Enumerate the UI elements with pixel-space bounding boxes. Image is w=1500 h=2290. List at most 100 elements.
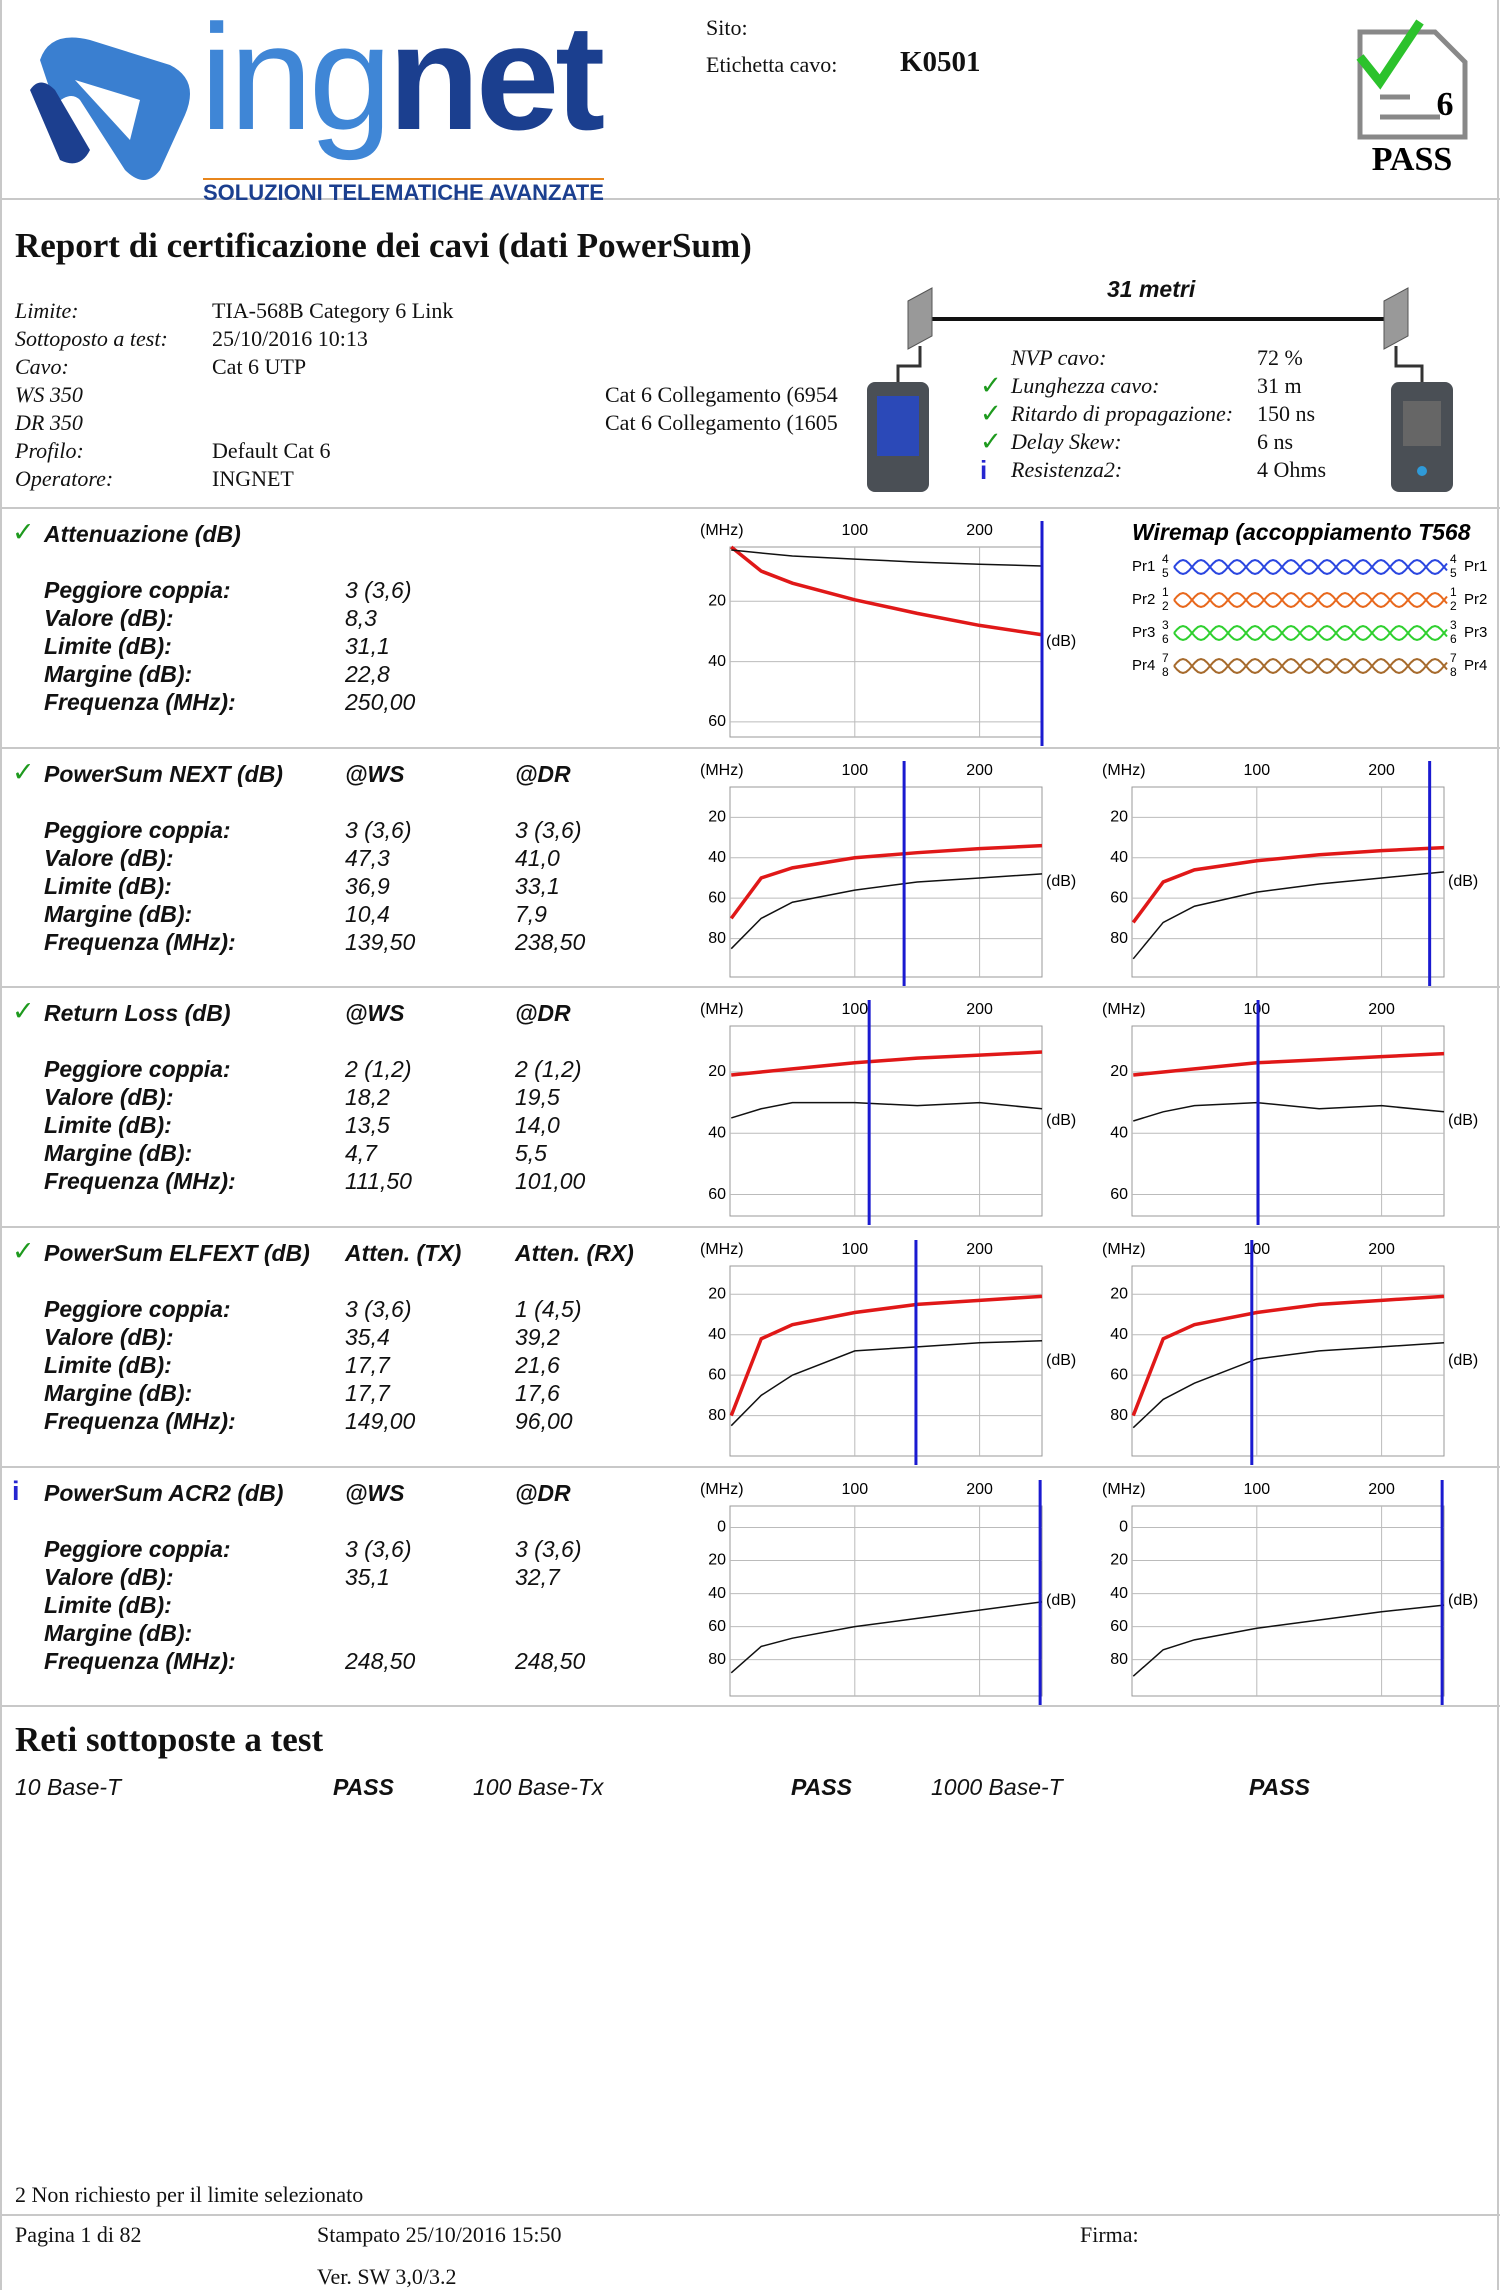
y-axis-unit: (dB) <box>1448 1112 1478 1129</box>
section-title: Attenuazione (dB) <box>44 521 241 547</box>
row-value: 101,00 <box>515 1168 586 1194</box>
column-header: @WS <box>345 1480 405 1506</box>
y-tick-label: 80 <box>1110 930 1128 947</box>
x-axis-unit: (MHz) <box>700 1241 744 1258</box>
y-tick-label: 60 <box>708 889 726 906</box>
site-label: Sito: <box>706 15 748 40</box>
section-title: PowerSum ACR2 (dB) <box>44 1480 284 1506</box>
column-header: Atten. (TX) <box>345 1240 462 1266</box>
row-value: 4,7 <box>345 1140 377 1166</box>
y-tick-label: 60 <box>1110 1366 1128 1383</box>
info-value: INGNET <box>212 466 294 491</box>
pair-name: Pr3 <box>1464 624 1487 641</box>
divider <box>0 747 1500 749</box>
row-value: 13,5 <box>345 1112 390 1138</box>
pin: 3 <box>1162 618 1169 632</box>
row-value: 111,50 <box>345 1168 412 1194</box>
y-tick-label: 20 <box>1110 1286 1128 1303</box>
row-label: Margine (dB): <box>44 1620 193 1646</box>
row-value: 3 (3,6) <box>515 1536 582 1562</box>
pair-wire <box>1173 657 1448 675</box>
info-value: Cat 6 UTP <box>212 354 307 379</box>
plot-area <box>729 1505 1043 1697</box>
y-tick-label: 40 <box>708 653 726 670</box>
row-value: 18,2 <box>345 1084 390 1110</box>
row-value: 7,9 <box>515 901 547 927</box>
logo-part: net <box>388 0 605 161</box>
row-value: 2 (1,2) <box>515 1056 582 1082</box>
y-tick-label: 60 <box>708 1618 726 1635</box>
link-diagram <box>867 287 1453 492</box>
pin: 5 <box>1162 566 1169 580</box>
x-tick-label: 200 <box>966 522 993 539</box>
y-tick-label: 60 <box>1110 1618 1128 1635</box>
series-line <box>1131 1294 1445 1417</box>
pin: 2 <box>1162 599 1169 613</box>
divider <box>0 507 1500 509</box>
pin: 1 <box>1450 585 1457 599</box>
y-tick-label: 20 <box>708 1552 726 1569</box>
x-tick-label: 200 <box>966 1241 993 1258</box>
row-value: 47,3 <box>345 845 390 871</box>
pair-name: Pr3 <box>1132 624 1155 641</box>
networks-title: Reti sottoposte a test <box>15 1720 324 1759</box>
row-label: Margine (dB): <box>44 1140 193 1166</box>
param-icon: ✓ <box>980 427 1002 457</box>
x-tick-label: 100 <box>841 1001 868 1018</box>
x-tick-label: 200 <box>1368 762 1395 779</box>
y-tick-label: 60 <box>708 713 726 730</box>
x-tick-label: 200 <box>1368 1241 1395 1258</box>
section-icon: ✓ <box>12 757 35 788</box>
plot-area <box>729 1025 1043 1217</box>
row-label: Limite (dB): <box>44 873 172 899</box>
pair-name: Pr2 <box>1464 591 1487 608</box>
info-label: Profilo: <box>15 438 84 463</box>
pin: 5 <box>1450 566 1457 580</box>
info-note: Cat 6 Collegamento (1605 <box>605 410 838 435</box>
param-label: Resistenza2: <box>1011 457 1123 482</box>
divider <box>0 986 1500 988</box>
y-tick-label: 40 <box>708 1585 726 1602</box>
y-axis-unit: (dB) <box>1046 633 1076 650</box>
x-tick-label: 200 <box>966 1481 993 1498</box>
param-value: 6 ns <box>1257 429 1294 454</box>
pin: 8 <box>1450 665 1457 679</box>
row-value: 10,4 <box>345 901 390 927</box>
plot-area <box>1131 1505 1445 1697</box>
section-title: Return Loss (dB) <box>44 1000 231 1026</box>
y-axis-unit: (dB) <box>1046 1112 1076 1129</box>
row-label: Peggiore coppia: <box>44 817 231 843</box>
section-title: PowerSum NEXT (dB) <box>44 761 283 787</box>
pair-name: Pr2 <box>1132 591 1155 608</box>
x-axis-unit: (MHz) <box>700 1001 744 1018</box>
row-label: Limite (dB): <box>44 1592 172 1618</box>
x-tick-label: 200 <box>966 762 993 779</box>
divider <box>0 198 1500 200</box>
pin: 1 <box>1162 585 1169 599</box>
column-header: @WS <box>345 1000 405 1026</box>
x-tick-label: 100 <box>841 1241 868 1258</box>
pin: 6 <box>1162 632 1169 646</box>
x-tick-label: 100 <box>1243 762 1270 779</box>
info-label: Cavo: <box>15 354 69 379</box>
row-label: Frequenza (MHz): <box>44 1168 236 1194</box>
link-length: 31 metri <box>1107 276 1196 302</box>
chart: (MHz) (dB) 100 200 20 40 60 80 <box>700 1240 1076 1465</box>
network-name: 100 Base-Tx <box>473 1774 604 1800</box>
network-name: 10 Base-T <box>15 1774 122 1800</box>
pair-wire <box>1173 624 1448 642</box>
row-value: 39,2 <box>515 1324 560 1350</box>
row-label: Valore (dB): <box>44 605 174 631</box>
x-axis-unit: (MHz) <box>700 522 744 539</box>
row-label: Peggiore coppia: <box>44 577 231 603</box>
pair-name: Pr4 <box>1132 657 1155 674</box>
info-label: Limite: <box>15 298 79 323</box>
param-value: 72 % <box>1257 345 1303 370</box>
info-value: 25/10/2016 10:13 <box>212 326 368 351</box>
footer-note: 2 Non richiesto per il limite selezionat… <box>15 2182 364 2207</box>
chart: (MHz) (dB) 100 200 0 20 40 60 80 <box>700 1480 1076 1705</box>
x-tick-label: 100 <box>1243 1241 1270 1258</box>
row-value: 33,1 <box>515 873 560 899</box>
divider <box>0 2214 1500 2216</box>
y-tick-label: 40 <box>1110 1326 1128 1343</box>
